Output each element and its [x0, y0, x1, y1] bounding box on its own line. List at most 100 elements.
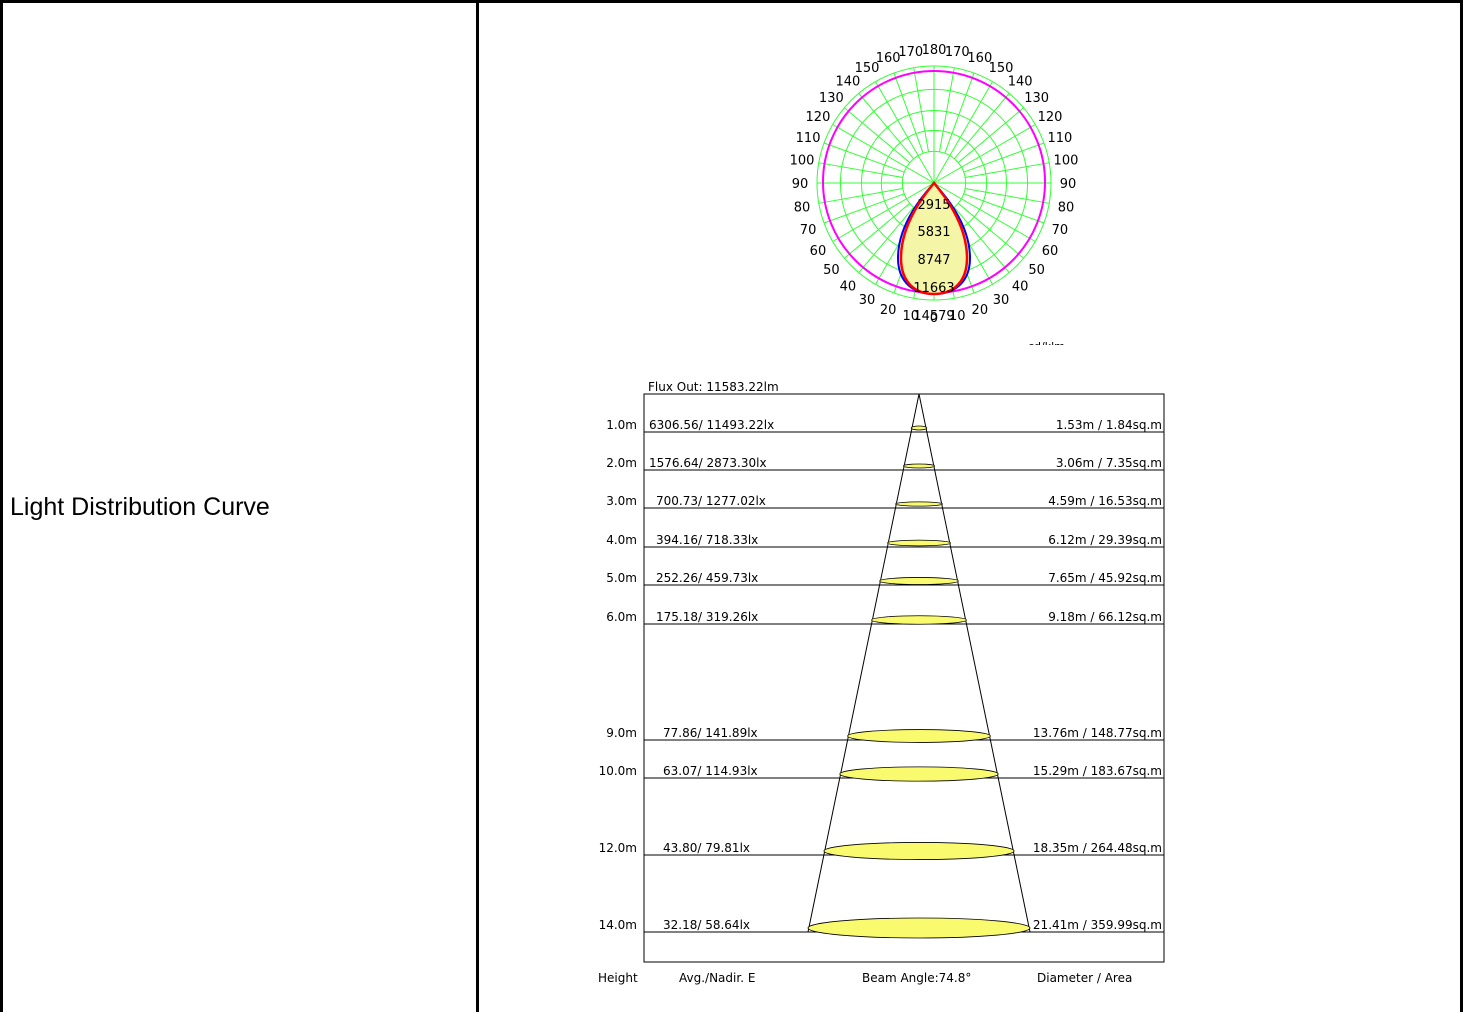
polar-radial-line: [893, 72, 924, 154]
diameter-area-value: 3.06m / 7.35sq.m: [1056, 456, 1162, 470]
polar-angle-label: 50: [1028, 263, 1045, 278]
polar-angle-label: 110: [1048, 131, 1073, 146]
diameter-area-value: 7.65m / 45.92sq.m: [1048, 571, 1162, 585]
diameter-area-value: 4.59m / 16.53sq.m: [1048, 494, 1162, 508]
polar-angle-label: 130: [1024, 91, 1049, 106]
beam-ellipse: [847, 729, 991, 743]
polar-intensity-labels: 2915 5831 8747 11663 14579: [913, 198, 954, 324]
polar-intensity-label: 8747: [917, 253, 950, 268]
polar-radial-line: [823, 193, 905, 224]
polar-radial-line: [844, 107, 911, 164]
height-label: 2.0m: [606, 456, 637, 470]
clip-band: [640, 345, 1100, 351]
polar-radial-line: [832, 182, 935, 242]
polar-radial-line: [844, 202, 911, 259]
polar-radial-line: [938, 67, 955, 152]
beam-ellipse: [871, 615, 967, 625]
polar-radial-line: [953, 206, 1010, 273]
polar-angle-label: 140: [1008, 74, 1033, 89]
beam-ellipse: [895, 501, 943, 507]
polar-radial-line: [965, 187, 1050, 204]
diameter-area-value: 9.18m / 66.12sq.m: [1048, 610, 1162, 624]
height-label: 9.0m: [606, 726, 637, 740]
column-divider: [476, 0, 479, 1012]
illuminance-value: 77.86/ 141.89lx: [663, 726, 758, 740]
polar-radial-line: [953, 93, 1010, 160]
illuminance-value: 32.18/ 58.64lx: [663, 918, 750, 932]
polar-intensity-label: 11663: [913, 281, 954, 296]
polar-angle-label: 170: [945, 45, 970, 60]
polar-angle-label: 160: [876, 51, 901, 66]
footer-diameter-label: Diameter / Area: [1037, 971, 1132, 985]
polar-angle-label: 60: [1042, 244, 1059, 259]
polar-radial-line: [963, 142, 1045, 173]
polar-angle-label: 120: [806, 110, 831, 125]
illuminance-value: 43.80/ 79.81lx: [663, 841, 750, 855]
height-label: 14.0m: [599, 918, 637, 932]
diameter-area-value: 21.41m / 359.99sq.m: [1033, 918, 1162, 932]
polar-radial-line: [963, 193, 1045, 224]
polar-angle-label: 30: [859, 293, 876, 308]
illuminance-chart: Flux Out: 11583.22lm 1.0m 6306.56/ 11493.2…: [598, 380, 1165, 985]
beam-ellipse: [823, 842, 1015, 860]
polar-c90-curve: [899, 181, 969, 296]
height-label: 3.0m: [606, 494, 637, 508]
polar-radial-line: [957, 107, 1024, 164]
polar-intensity-label: 2915: [917, 198, 950, 213]
illuminance-frame: [643, 393, 1165, 963]
height-label: 5.0m: [606, 571, 637, 585]
height-label: 4.0m: [606, 533, 637, 547]
polar-angle-label: 180: [922, 43, 947, 58]
beam-edge-right: [918, 393, 1031, 933]
polar-angle-label: 170: [898, 45, 923, 60]
illuminance-value: 1576.64/ 2873.30lx: [649, 456, 767, 470]
polar-radial-line: [832, 124, 935, 184]
polar-angle-label: 80: [1058, 200, 1075, 215]
polar-radial-line: [933, 124, 1036, 184]
polar-angle-label: 90: [1060, 177, 1077, 192]
polar-angle-label: 20: [972, 303, 989, 318]
polar-angle-label: 60: [810, 244, 827, 259]
footer-height-label: Height: [598, 971, 638, 985]
polar-angle-label: 40: [1012, 280, 1029, 295]
polar-angle-label: 150: [855, 61, 880, 76]
polar-radial-line: [933, 182, 1036, 242]
diameter-area-value: 18.35m / 264.48sq.m: [1033, 841, 1162, 855]
diameter-area-value: 15.29m / 183.67sq.m: [1033, 764, 1162, 778]
beam-edge-left: [807, 393, 920, 933]
polar-radial-line: [818, 162, 903, 179]
polar-angle-label: 40: [840, 280, 857, 295]
beam-ellipse: [887, 539, 951, 547]
polar-angle-label: 120: [1038, 110, 1063, 125]
beam-ellipse: [807, 917, 1031, 939]
polar-radial-line: [875, 81, 935, 184]
polar-angle-label: 70: [1052, 223, 1069, 238]
polar-intensity-label: 14579: [913, 309, 954, 324]
polar-angle-label: 140: [835, 74, 860, 89]
polar-angle-label: 50: [823, 263, 840, 278]
polar-angle-label: 100: [1054, 154, 1079, 169]
polar-curves: [822, 70, 1046, 296]
footer-beam-angle: Beam Angle:74.8°: [862, 971, 971, 985]
polar-radial-line: [818, 187, 903, 204]
diameter-area-value: 13.76m / 148.77sq.m: [1033, 726, 1162, 740]
polar-radial-line: [944, 72, 975, 154]
polar-angle-label: 10: [902, 309, 919, 324]
polar-angle-label: 100: [790, 154, 815, 169]
diameter-area-value: 1.53m / 1.84sq.m: [1056, 418, 1162, 432]
illuminance-value: 252.26/ 459.73lx: [656, 571, 758, 585]
footer-avg-label: Avg./Nadir. E: [679, 971, 755, 985]
flux-out-label: Flux Out: 11583.22lm: [648, 380, 779, 394]
polar-angle-label: 160: [967, 51, 992, 66]
beam-ellipse: [839, 766, 999, 782]
polar-angle-label: 10: [949, 309, 966, 324]
illuminance-value: 394.16/ 718.33lx: [656, 533, 758, 547]
polar-radial-line: [957, 202, 1024, 259]
polar-angle-label: 150: [989, 61, 1014, 76]
polar-angle-label: 20: [880, 303, 897, 318]
height-label: 10.0m: [599, 764, 637, 778]
polar-angle-label: 90: [792, 177, 809, 192]
polar-angle-label: 30: [993, 293, 1010, 308]
